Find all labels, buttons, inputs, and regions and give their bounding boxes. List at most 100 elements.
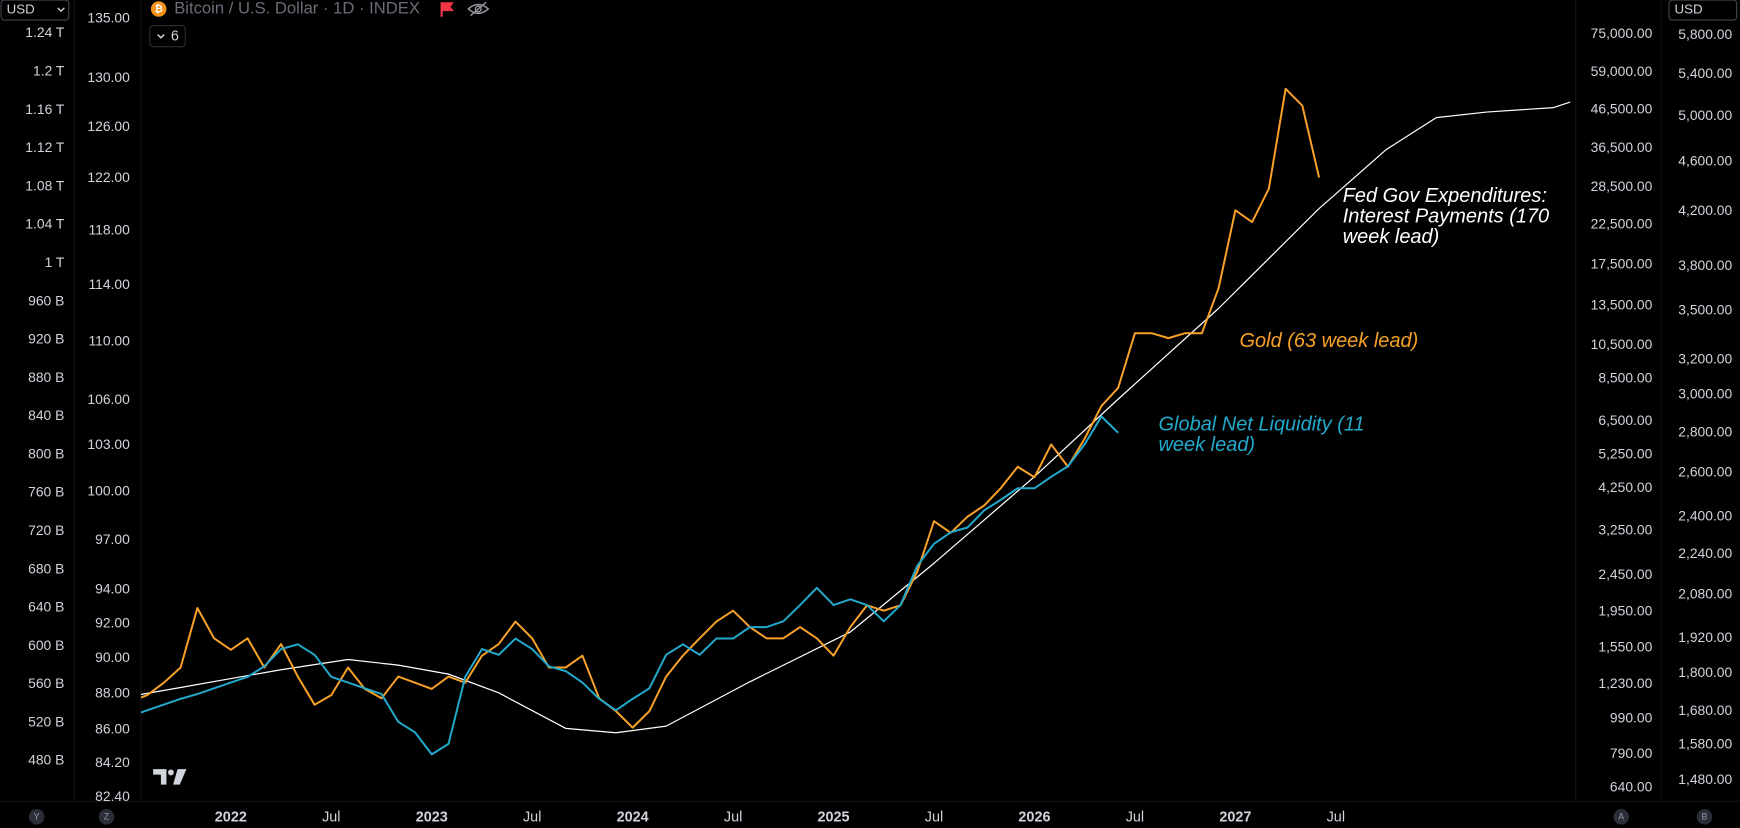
- y-tick-label: 13,500.00: [1591, 296, 1653, 312]
- y-tick-label: 2,600.00: [1678, 464, 1732, 480]
- toolbar-button-label: Y: [34, 812, 40, 822]
- currency-button[interactable]: [0, 0, 70, 21]
- y-tick-label: 600 B: [28, 637, 64, 653]
- y-tick-label: 114.00: [88, 276, 130, 292]
- y-tick-label: 2,400.00: [1678, 507, 1732, 523]
- y-tick-label: 1.04 T: [25, 216, 65, 232]
- x-tick-label: 2022: [215, 810, 247, 826]
- y-tick-label: 1,230.00: [1598, 675, 1652, 691]
- y-tick-label: 126.00: [87, 118, 130, 134]
- y-tick-label: 4,200.00: [1678, 202, 1732, 218]
- currency-button[interactable]: [1668, 0, 1738, 21]
- plot-area: [140, 87, 1571, 756]
- y-tick-label: 10,500.00: [1591, 336, 1653, 352]
- y-tick-label: 2,240.00: [1678, 545, 1732, 561]
- y-tick-label: 2,450.00: [1598, 566, 1652, 582]
- x-tick-label: 2027: [1219, 810, 1251, 826]
- y-tick-label: 28,500.00: [1591, 178, 1653, 194]
- toolbar-button[interactable]: [28, 809, 45, 825]
- y-tick-label: 17,500.00: [1591, 255, 1653, 271]
- y-tick-label: 1,480.00: [1678, 771, 1732, 787]
- y-tick-label: 1,680.00: [1678, 702, 1732, 718]
- y-tick-label: 118.00: [88, 222, 130, 238]
- y-tick-label: 46,500.00: [1591, 101, 1653, 117]
- y-tick-label: 880 B: [28, 369, 64, 385]
- y-tick-label: 3,000.00: [1678, 386, 1732, 402]
- x-tick-label: Jul: [1327, 810, 1345, 826]
- currency-label: USD: [7, 2, 35, 17]
- y-tick-label: 1.12 T: [25, 139, 65, 155]
- y-tick-label: 94.00: [95, 580, 130, 596]
- chevron: [157, 33, 165, 39]
- x-tick-label: 2025: [818, 810, 850, 826]
- x-tick-label: 2026: [1018, 810, 1050, 826]
- y-tick-label: 5,000.00: [1678, 107, 1732, 123]
- y-tick-label: 2,800.00: [1678, 423, 1732, 439]
- series-annotation: Global Net Liquidity (11: [1159, 413, 1365, 435]
- y-tick-label: 3,200.00: [1678, 350, 1732, 366]
- y-tick-label: 480 B: [28, 752, 64, 768]
- x-tick-label: Jul: [523, 810, 541, 826]
- series-line: [140, 101, 1571, 734]
- flag-icon[interactable]: [440, 2, 454, 17]
- y-tick-label: 840 B: [28, 407, 64, 423]
- y-tick-label: 720 B: [28, 522, 64, 538]
- x-tick-label: Jul: [1126, 810, 1144, 826]
- y-tick-label: 1 T: [45, 254, 65, 270]
- y-tick-label: 640 B: [28, 599, 64, 615]
- y-tick-label: 84.20: [95, 754, 130, 770]
- y-tick-label: 920 B: [28, 331, 64, 347]
- y-tick-label: 1.24 T: [25, 24, 65, 40]
- chevron: [57, 7, 65, 13]
- y-tick-label: 1,580.00: [1678, 735, 1732, 751]
- bitcoin-glyph: ₿: [155, 4, 163, 15]
- y-tick-label: 5,400.00: [1678, 65, 1732, 81]
- y-tick-label: 640.00: [1610, 779, 1653, 795]
- y-tick-label: 5,250.00: [1598, 446, 1652, 462]
- y-tick-label: 106.00: [87, 391, 130, 407]
- y-tick-label: 1.16 T: [25, 101, 65, 117]
- y-tick-label: 82.40: [95, 788, 130, 804]
- y-tick-label: 22,500.00: [1591, 216, 1653, 232]
- series-annotation: Fed Gov Expenditures:: [1343, 185, 1547, 207]
- toolbar-button[interactable]: [1696, 809, 1713, 825]
- y-tick-label: 520 B: [28, 713, 64, 729]
- y-tick-label: 5,800.00: [1678, 26, 1732, 42]
- indicator-toggle[interactable]: [149, 25, 186, 48]
- y-tick-label: 3,250.00: [1598, 522, 1652, 538]
- y-tick-label: 130.00: [87, 69, 130, 85]
- toolbar-button-label: B: [1702, 812, 1708, 822]
- y-tick-label: 1,550.00: [1598, 639, 1652, 655]
- y-tick-label: 960 B: [28, 292, 64, 308]
- y-tick-label: 97.00: [95, 531, 130, 547]
- series-annotation: week lead): [1343, 226, 1440, 248]
- y-tick-label: 122.00: [87, 169, 130, 185]
- y-tick-label: 4,600.00: [1678, 153, 1732, 169]
- toolbar-button[interactable]: [1613, 809, 1630, 825]
- y-tick-label: 86.00: [95, 721, 130, 737]
- y-tick-label: 6,500.00: [1598, 412, 1652, 428]
- y-tick-label: 4,250.00: [1598, 479, 1652, 495]
- y-tick-label: 2,080.00: [1678, 585, 1732, 601]
- x-tick-label: Jul: [724, 810, 742, 826]
- y-tick-label: 1,800.00: [1678, 664, 1732, 680]
- x-tick-label: Jul: [322, 810, 340, 826]
- y-tick-label: 1,920.00: [1678, 629, 1732, 645]
- y-tick-label: 75,000.00: [1591, 25, 1653, 41]
- series-annotation: Interest Payments (170: [1343, 205, 1549, 227]
- x-tick-label: Jul: [925, 810, 943, 826]
- series-line: [140, 415, 1119, 756]
- toolbar-button-label: A: [1618, 812, 1624, 822]
- hide-icon[interactable]: [467, 1, 490, 17]
- series-line: [140, 87, 1321, 729]
- currency-label: USD: [1675, 2, 1703, 17]
- toolbar-button[interactable]: [98, 809, 115, 825]
- y-tick-label: 990.00: [1610, 710, 1653, 726]
- x-tick-label: 2023: [416, 810, 448, 826]
- y-tick-label: 800 B: [28, 445, 64, 461]
- y-tick-label: 760 B: [28, 484, 64, 500]
- bitcoin-icon: [150, 1, 167, 17]
